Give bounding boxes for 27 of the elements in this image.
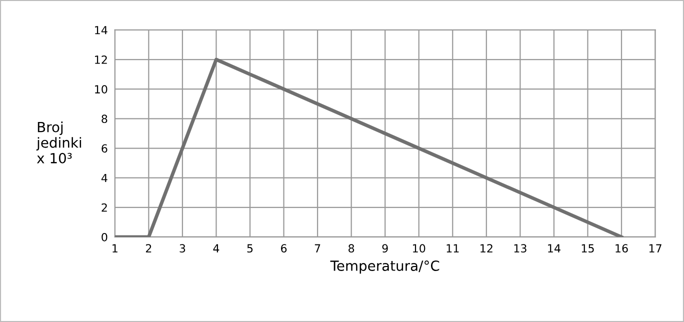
x-tick-label: 8 [348,244,354,253]
x-tick-label: 7 [314,244,320,252]
x-tick-label: 3 [180,244,186,253]
y-axis-title: Broj jedinki x 10³ [36,122,82,164]
x-tick-label: 5 [247,244,253,253]
x-tick-label: 10 [413,244,426,253]
y-tick-label: 6 [102,144,108,153]
x-tick-label: 1 [112,244,118,252]
x-tick-label: 14 [548,244,560,252]
x-tick-label: 9 [382,244,388,253]
x-tick-label: 16 [616,244,628,253]
y-tick-label: 14 [95,26,108,34]
x-axis-title: Temperatura/°C [330,260,440,274]
y-tick-label: 10 [95,85,108,94]
y-tick-label: 2 [102,203,107,212]
x-tick-label: 17 [649,244,662,252]
x-tick-label: 11 [446,244,459,252]
x-tick-label: 15 [582,244,594,253]
y-tick-label: 8 [102,114,108,124]
x-tick-label: 6 [281,244,287,253]
y-tick-label: 4 [101,174,108,182]
y-tick-label: 0 [102,232,108,242]
x-tick-label: 4 [213,244,220,252]
x-tick-label: 13 [514,244,526,253]
x-tick-label: 2 [146,244,152,252]
y-tick-label: 12 [95,56,107,64]
x-tick-label: 12 [480,244,492,252]
